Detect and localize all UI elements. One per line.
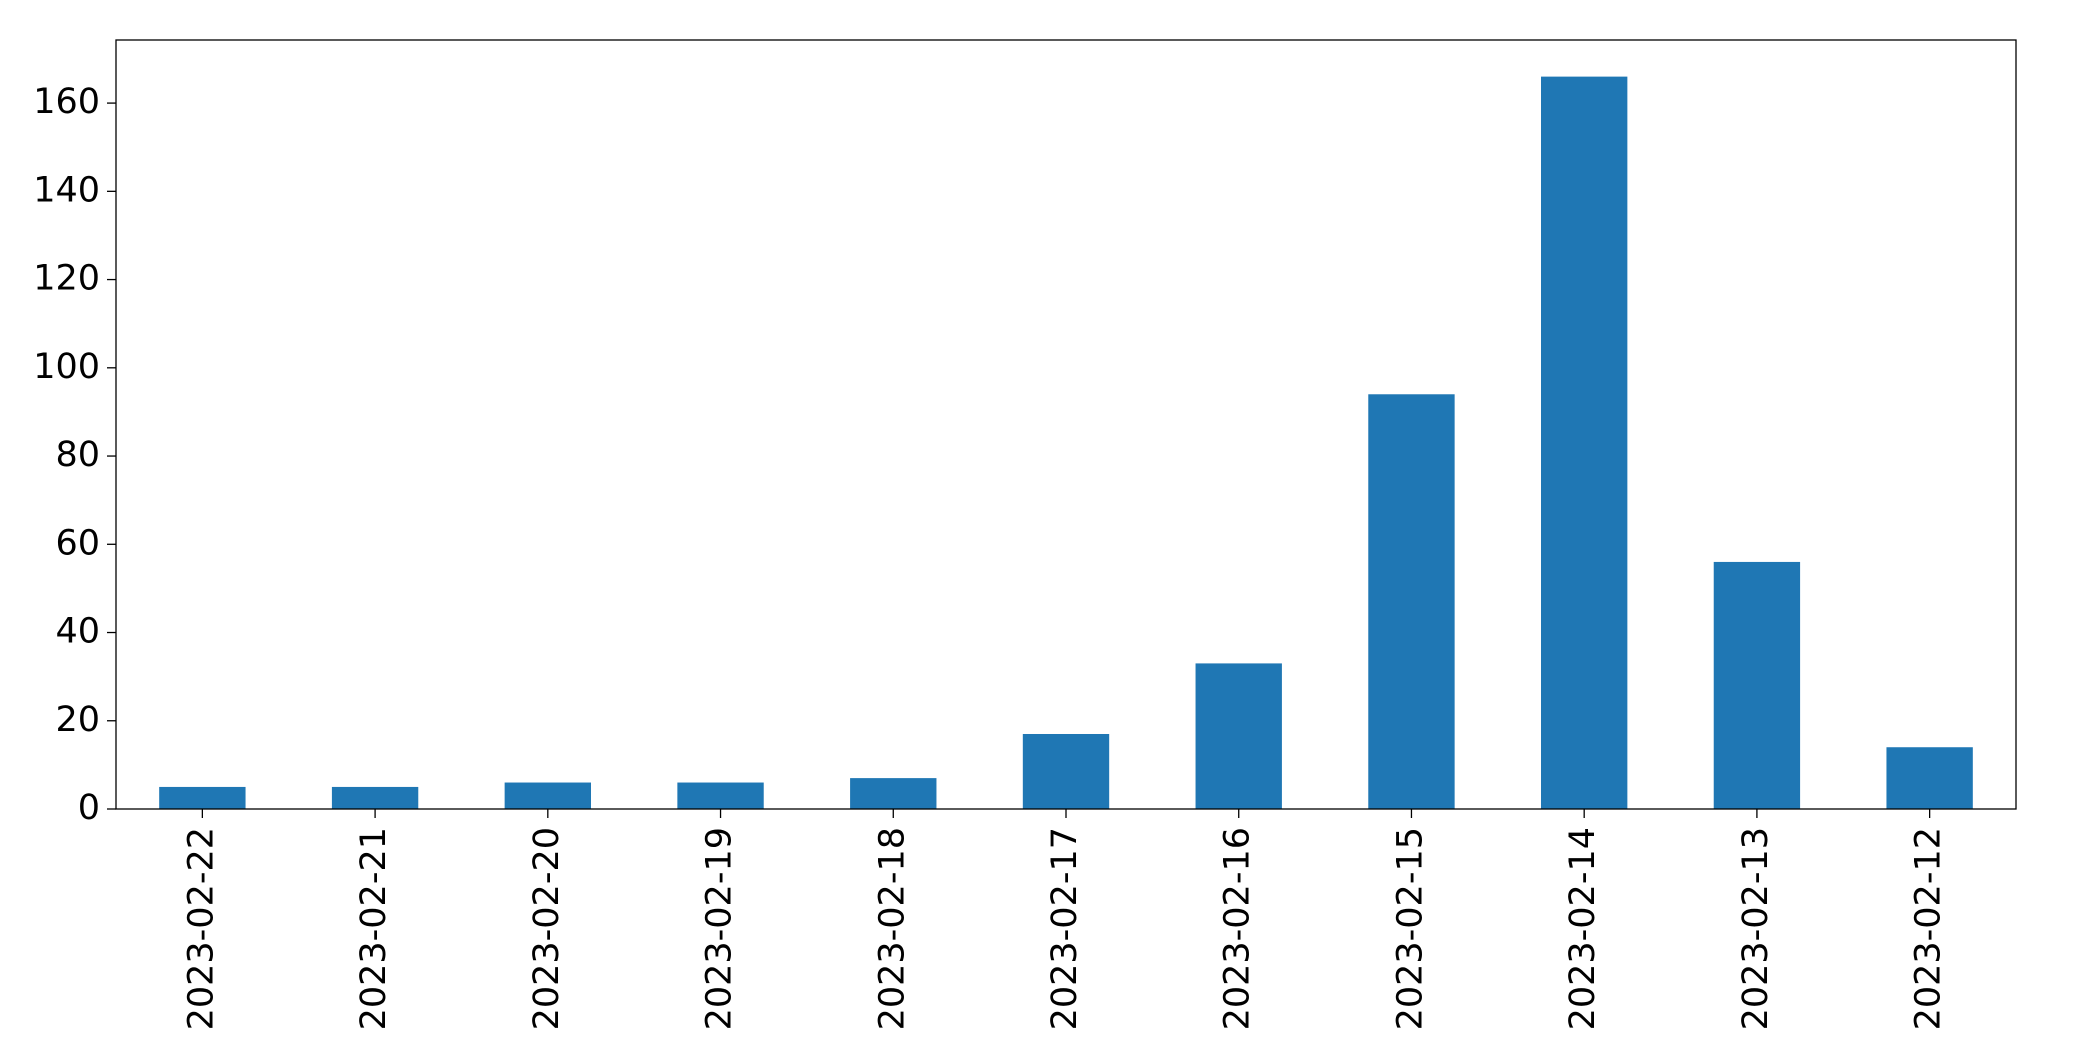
y-tick-label: 160 (33, 82, 100, 122)
x-tick-label: 2023-02-20 (527, 827, 567, 1030)
bar (1195, 663, 1282, 809)
bar (1886, 747, 1973, 809)
bar (677, 782, 764, 809)
y-tick-label: 140 (33, 170, 100, 210)
bar (504, 782, 591, 809)
x-tick-label: 2023-02-12 (1909, 827, 1949, 1030)
y-tick-label: 80 (55, 435, 100, 475)
x-tick-label: 2023-02-16 (1218, 827, 1258, 1030)
x-tick-label: 2023-02-21 (354, 827, 394, 1030)
x-tick-label: 2023-02-19 (700, 827, 740, 1030)
plot-frame (115, 39, 2017, 810)
x-tick-label: 2023-02-18 (872, 827, 912, 1030)
y-tick-label: 120 (33, 259, 100, 299)
x-tick-label: 2023-02-17 (1045, 827, 1085, 1030)
y-tick-label: 20 (55, 700, 100, 740)
y-tick-label: 60 (55, 523, 100, 563)
y-tick-label: 100 (33, 347, 100, 387)
y-tick-label: 0 (78, 788, 100, 828)
x-tick-label: 2023-02-14 (1563, 827, 1603, 1030)
x-tick-label: 2023-02-13 (1736, 827, 1776, 1030)
x-tick-label: 2023-02-22 (181, 827, 221, 1030)
bar (1022, 733, 1110, 809)
y-tick-label: 40 (55, 612, 100, 652)
x-tick-label: 2023-02-15 (1390, 827, 1430, 1030)
bar (159, 786, 246, 809)
bar (850, 778, 937, 809)
bar (331, 786, 419, 809)
bar (1713, 561, 1801, 809)
bar (1368, 394, 1455, 809)
bar (1541, 76, 1628, 810)
